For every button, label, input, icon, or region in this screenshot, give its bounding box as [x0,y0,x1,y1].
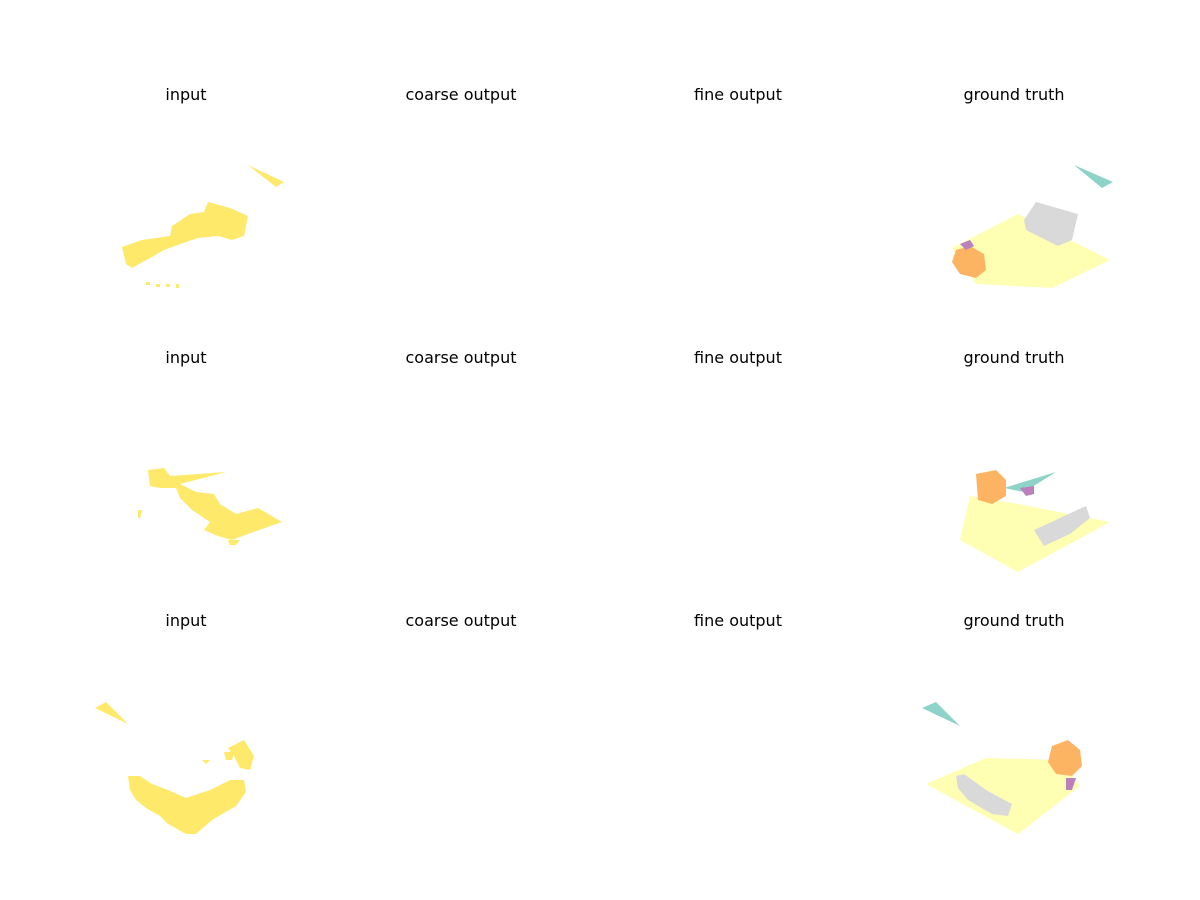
row2-input-pointcloud [138,468,282,545]
row1-input-pointcloud [122,165,284,288]
row2-gt-sofa [976,470,1006,504]
row3-gt-pointcloud [922,702,1082,834]
row3-title-fine: fine output [694,611,782,630]
row1-title-fine: fine output [694,85,782,104]
row1-gt-pointcloud [952,165,1113,288]
row3-title-gt: ground truth [963,611,1065,630]
row3-title-input: input [165,611,207,630]
row3-title-coarse: coarse output [405,611,517,630]
row2-gt-floor [960,496,1110,572]
row1-title-gt: ground truth [963,85,1065,104]
row3-input-pointcloud [95,702,254,834]
row3-gt-wall [922,702,960,726]
row1-gt-chair [960,240,974,250]
row2-title-gt: ground truth [963,348,1065,367]
row2-title-input: input [165,348,207,367]
row1-gt-floor [952,214,1110,288]
row2-title-fine: fine output [694,348,782,367]
row1-gt-sofa [952,246,986,278]
row1-title-coarse: coarse output [405,85,517,104]
row2-gt-wall [1004,472,1056,492]
row3-gt-table [956,774,1012,816]
row2-gt-chair [1020,486,1034,496]
row2-title-coarse: coarse output [405,348,517,367]
row1-gt-wall [1074,165,1113,188]
row2-gt-pointcloud [960,470,1110,572]
row2-gt-table [1034,506,1090,546]
row1-gt-table [1024,202,1078,246]
row3-gt-sofa [1048,740,1082,776]
row3-gt-chair [1066,778,1076,790]
row1-title-input: input [165,85,207,104]
